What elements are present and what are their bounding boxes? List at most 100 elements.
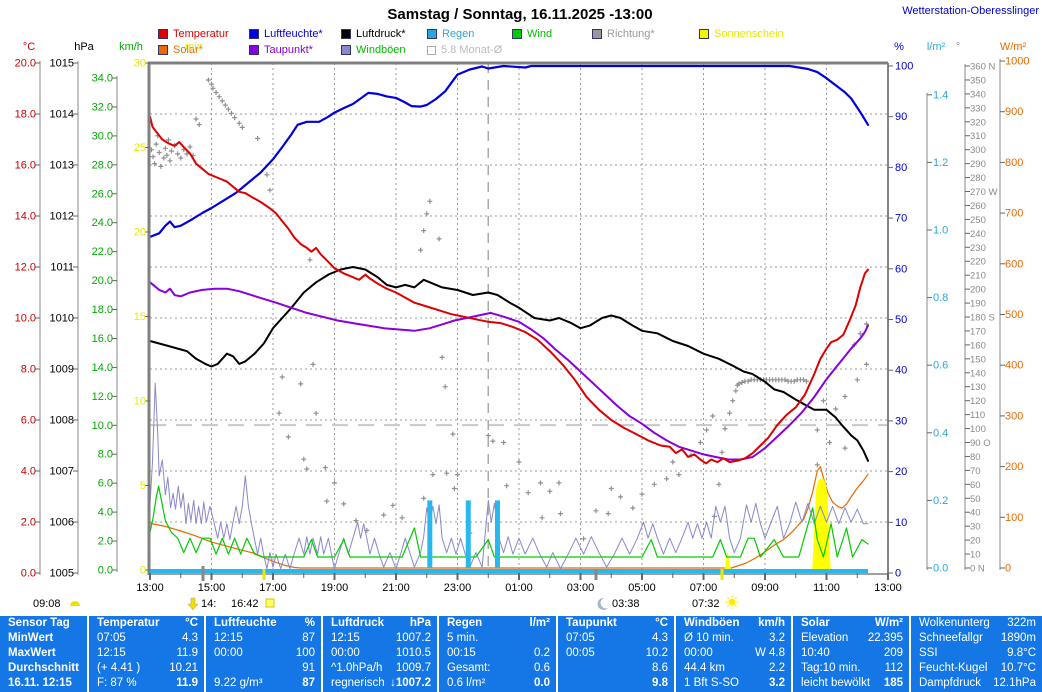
wind-tick-label: 2.0 (98, 536, 113, 548)
sunshine-tick-label: 0 (140, 565, 146, 577)
cell-value: 1007.2 (395, 632, 431, 644)
legend-item-richtung-[interactable]: Richtung* (592, 28, 655, 40)
cell-value: 10.2 (645, 647, 668, 659)
wind-tick-label: 28.0 (92, 159, 113, 171)
humidity-tick-label: 90 (895, 111, 907, 123)
direction-tick-label: 0 N (970, 564, 985, 575)
moon-time-label: 09:08 (33, 598, 61, 610)
solar-tick-label: 600 (1005, 258, 1023, 270)
unit-sunshine: min (185, 41, 203, 53)
wind-tick-label: 10.0 (92, 420, 113, 432)
station-link[interactable]: Wetterstation-Oberesslinger (902, 5, 1039, 17)
table-header: Windböen km/h (676, 616, 791, 631)
rain-tick-label: 0.0 (933, 563, 948, 575)
legend-label: Regen (442, 28, 475, 40)
table-group-windböen: Windböen km/h Ø 10 min. 3.2 00:00 W 4.8 44.4 k… (674, 616, 791, 692)
pressure-tick-label: 1007 (50, 466, 74, 478)
table-row: 0.6 l/m² 0.0 (439, 676, 556, 691)
solar-tick-label: 1000 (1005, 56, 1029, 68)
legend-label: Richtung* (607, 28, 655, 40)
legend-item-taupunkt-[interactable]: Taupunkt* (249, 44, 313, 56)
legend-item-luftfeuchte-[interactable]: Luftfeuchte* (249, 28, 323, 40)
legend-swatch-icon (592, 29, 602, 39)
legend-item-windböen[interactable]: Windböen (341, 44, 406, 56)
legend-item-luftdruck-[interactable]: Luftdruck* (341, 28, 406, 40)
cell-value: °C (655, 617, 668, 629)
pressure-tick-label: 1012 (50, 211, 74, 223)
rain-bar (465, 500, 471, 568)
legend-item-sonnenschein[interactable]: Sonnenschein (699, 28, 784, 40)
cell-label: Sensor Tag (8, 617, 70, 629)
checkbox-icon[interactable] (427, 45, 436, 55)
cell-value: 9.8°C (1007, 647, 1036, 659)
direction-tick-label: 70 (970, 466, 981, 477)
table-row: 07:05 4.3 (89, 631, 204, 646)
table-row: 00:00 1010.5 (323, 646, 437, 661)
direction-tick-label: 260 (970, 201, 986, 212)
rain-tick-label: 1.4 (933, 89, 948, 101)
legend-item-wind[interactable]: Wind (512, 28, 552, 40)
sunshine-tick-label: 20 (134, 227, 146, 239)
legend-label: Taupunkt* (264, 44, 313, 56)
table-row: 12:15 87 (206, 631, 321, 646)
cell-value: 1009.7 (395, 662, 431, 674)
legend-item-temperatur[interactable]: Temperatur (158, 28, 229, 40)
table-group-regen: Regen l/m² 5 min. 00:15 0.2 Gesamt: 0.6 0.6 l/m… (437, 616, 556, 692)
x-tick-label: 13:00 (874, 582, 902, 594)
rain-bar (427, 500, 433, 568)
direction-tick-label: 290 (970, 159, 986, 170)
temperature-tick-label: 12.0 (15, 262, 36, 274)
cell-value: 4.3 (182, 632, 198, 644)
table-row: leicht bewölkt 185 (793, 676, 909, 691)
legend-item-regen[interactable]: Regen (427, 28, 474, 40)
series-gusts (149, 382, 869, 570)
temperature-tick-label: 18.0 (15, 109, 36, 121)
weather-chart: 0.0 2.0 4.0 6.0 8.0 10.0 12.0 14.0 16.0 18.0 20.0 1… (15, 41, 1029, 611)
sun-ray (734, 604, 738, 608)
direction-tick-label: 180 S (970, 313, 995, 324)
direction-tick-label: 20 (970, 536, 981, 547)
direction-tick-label: 340 (970, 89, 986, 100)
humidity-tick-label: 60 (895, 263, 907, 275)
table-header: Taupunkt °C (558, 616, 674, 631)
direction-tick-label: 100 (970, 424, 986, 435)
solar-tick-label: 300 (1005, 410, 1023, 422)
legend-swatch-icon (512, 29, 522, 39)
wind-tick-label: 34.0 (92, 73, 113, 85)
legend-item-5-8-monat-ø[interactable]: 5.8 Monat-Ø (427, 44, 502, 56)
sunshine-tick-label: 30 (134, 58, 146, 70)
pressure-tick-label: 1008 (50, 415, 74, 427)
table-row: 9.8 (558, 676, 674, 691)
table-row: 07:05 4.3 (558, 631, 674, 646)
table-row: 1 Bft S-SO 3.2 (676, 676, 791, 691)
legend-item-solar-[interactable]: Solar* (158, 44, 203, 56)
cell-label: ^1.0hPa/h (331, 662, 383, 674)
cell-label: Elevation (801, 632, 849, 644)
wind-tick-label: 6.0 (98, 478, 113, 490)
cell-label: 9.22 g/m³ (214, 677, 263, 689)
sunshine-tick-label: 15 (134, 311, 146, 323)
direction-tick-label: 60 (970, 480, 981, 491)
cell-value: km/h (758, 617, 785, 629)
legend-label: Luftfeuchte* (264, 28, 323, 40)
solar-tick-label: 200 (1005, 461, 1023, 473)
table-row: 91 (206, 661, 321, 676)
solar-tick-label: 100 (1005, 512, 1023, 524)
cell-value: 322m (1007, 617, 1036, 629)
legend-swatch-icon (341, 45, 351, 55)
legend-swatch-icon (249, 29, 259, 39)
table-row: (+ 4.41 ) 10.21 (89, 661, 204, 676)
cell-label: 00:00 (684, 647, 713, 659)
direction-tick-label: 40 (970, 508, 981, 519)
cell-label: F: 87 % (97, 677, 137, 689)
cell-label: 12:15 (331, 632, 360, 644)
table-row: 10:40 209 (793, 646, 909, 661)
direction-tick-label: 110 (970, 410, 985, 421)
table-row: 00:05 10.2 (558, 646, 674, 661)
table-row: 5 min. (439, 631, 556, 646)
pressure-tick-label: 1010 (50, 313, 74, 325)
pressure-tick-label: 1009 (50, 364, 74, 376)
cell-value: W/m² (874, 617, 903, 629)
table-row: Ø 10 min. 3.2 (676, 631, 791, 646)
sun-ray (734, 596, 738, 600)
